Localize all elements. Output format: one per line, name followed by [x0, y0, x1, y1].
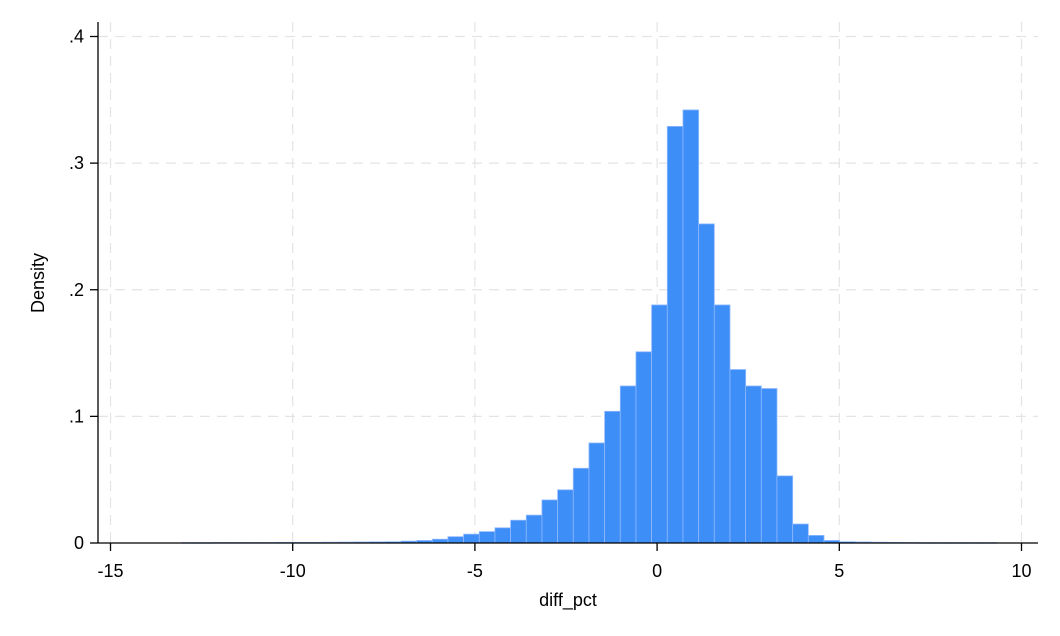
- histogram-bar: [541, 499, 559, 544]
- histogram-bar: [604, 410, 621, 544]
- histogram-bar: [463, 533, 480, 544]
- histogram-bar: [745, 385, 762, 544]
- histogram-bars: [181, 109, 997, 544]
- histogram-bar: [792, 523, 809, 544]
- y-tick-label: 0: [74, 533, 84, 553]
- y-tick-label: .3: [69, 153, 84, 173]
- y-tick-label: .4: [69, 27, 84, 47]
- histogram-bar: [619, 385, 637, 544]
- histogram-bar: [635, 351, 653, 544]
- histogram-bar: [776, 475, 794, 544]
- histogram-bar: [572, 467, 590, 544]
- x-tick-label: -10: [280, 561, 306, 581]
- histogram-bar: [651, 304, 668, 544]
- x-tick-label: 0: [652, 561, 662, 581]
- histogram-bar: [510, 519, 527, 544]
- histogram-bar: [447, 536, 465, 544]
- histogram-bar: [760, 388, 778, 544]
- tick-marks-and-labels: -15 -10 -5 0 5 10 0 .1 .2 .3 .4: [69, 27, 1032, 582]
- grid-lines: [98, 22, 1038, 543]
- histogram-bar: [557, 489, 574, 544]
- histogram-bar: [494, 527, 512, 544]
- histogram-bar: [713, 304, 731, 544]
- x-tick-label: -15: [97, 561, 123, 581]
- y-tick-label: .2: [69, 280, 84, 300]
- histogram-bar: [729, 369, 747, 544]
- histogram-bar: [666, 126, 684, 544]
- axes: [97, 22, 1038, 544]
- histogram-bar: [682, 109, 700, 544]
- histogram-bar: [478, 531, 496, 544]
- x-axis-title: diff_pct: [539, 590, 597, 611]
- x-tick-label: 10: [1011, 561, 1031, 581]
- y-tick-label: .1: [69, 406, 84, 426]
- x-tick-label: 5: [834, 561, 844, 581]
- histogram-bar: [588, 442, 606, 544]
- histogram-bar: [525, 514, 543, 544]
- histogram-bar: [698, 223, 715, 544]
- x-tick-label: -5: [467, 561, 483, 581]
- y-axis-title: Density: [28, 253, 48, 313]
- histogram-bar: [807, 535, 825, 544]
